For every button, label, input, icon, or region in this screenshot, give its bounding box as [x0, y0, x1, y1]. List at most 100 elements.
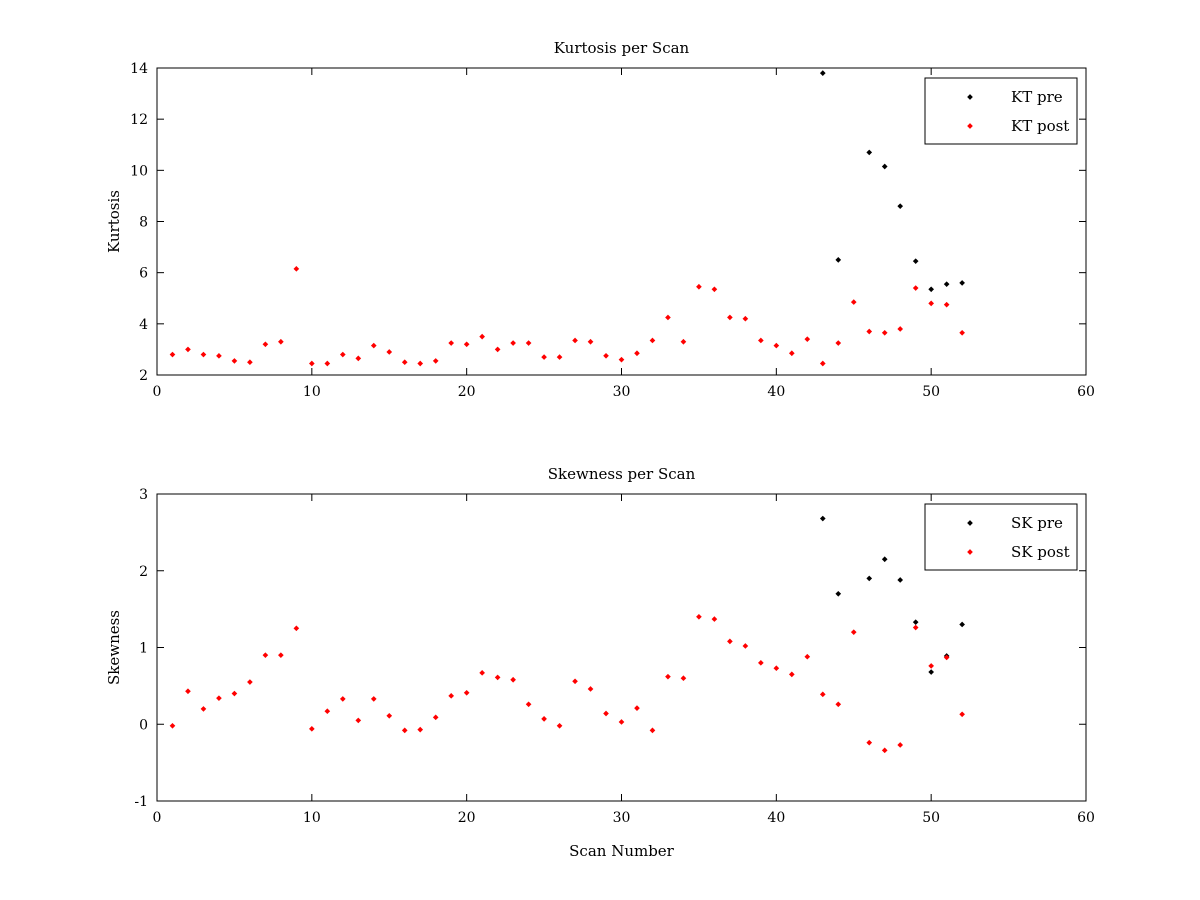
sk-post-point	[370, 696, 377, 702]
sk-pre-point	[928, 669, 934, 675]
sk-post-point	[897, 742, 904, 748]
kurtosis-x-tick-label: 20	[458, 384, 476, 400]
kurtosis-y-tick-label: 2	[139, 368, 148, 384]
kurtosis-legend-box	[924, 77, 1078, 145]
sk-post-point	[804, 653, 811, 660]
sk-post-point	[665, 673, 671, 680]
kt-post-point	[169, 351, 176, 358]
sk-post-point	[727, 638, 733, 645]
sk-post-legend-label: SK post	[1011, 543, 1070, 561]
skewness-y-tick-label: 1	[139, 641, 148, 657]
sk-post-point	[247, 679, 253, 685]
sk-pre-legend-marker	[967, 520, 973, 526]
skewness-y-tick-label: 2	[139, 564, 148, 580]
kt-post-point	[231, 358, 238, 364]
sk-post-point	[603, 710, 609, 717]
kurtosis-x-tick-label: 10	[303, 384, 321, 400]
sk-post-point	[959, 711, 965, 718]
sk-post-point	[634, 705, 640, 711]
kt-pre-point	[881, 163, 888, 170]
sk-post-point	[324, 708, 331, 715]
kt-post-point	[587, 338, 594, 345]
sk-pre-point	[881, 556, 888, 563]
sk-post-point	[510, 676, 516, 683]
kt-post-point	[758, 337, 764, 344]
sk-post-point	[309, 726, 315, 732]
sk-post-point	[696, 613, 702, 620]
kurtosis-y-tick-label: 12	[130, 112, 148, 128]
kt-post-point	[370, 342, 377, 349]
sk-post-point	[541, 716, 547, 722]
sk-post-point	[788, 671, 795, 678]
skewness-x-axis-label: Scan Number	[569, 842, 675, 860]
sk-post-point	[680, 675, 687, 682]
kt-post-point	[572, 337, 578, 344]
kt-post-point	[742, 315, 749, 322]
kt-post-point	[603, 352, 609, 359]
skewness-x-tick-label: 50	[922, 810, 940, 826]
sk-post-point	[587, 686, 594, 692]
sk-post-legend-marker	[967, 549, 973, 555]
sk-post-point	[432, 714, 439, 721]
kt-post-point	[773, 342, 780, 349]
kt-pre-point	[866, 149, 873, 156]
sk-post-point	[463, 689, 470, 696]
sk-post-point	[494, 674, 501, 681]
sk-post-point	[649, 727, 656, 734]
kt-post-point	[510, 340, 516, 346]
sk-post-point	[355, 717, 362, 724]
kt-post-point	[943, 301, 950, 308]
kt-post-point	[618, 356, 625, 363]
kurtosis-y-tick-label: 6	[139, 266, 148, 282]
kt-pre-point	[897, 203, 904, 209]
sk-post-point	[231, 690, 238, 697]
sk-post-point	[262, 652, 269, 659]
sk-post-point	[881, 747, 888, 754]
sk-post-point	[556, 722, 563, 729]
sk-pre-point	[819, 515, 826, 522]
kt-post-point	[432, 358, 439, 364]
skewness-y-tick-label: -1	[134, 794, 148, 810]
sk-post-point	[819, 691, 826, 698]
sk-post-point	[618, 719, 625, 725]
skewness-panel: 0 10 20 30 40 50 60 -1 0 1 2 3 Skewness per Scan Skew…	[105, 465, 1095, 860]
kt-post-point	[185, 346, 191, 353]
kt-post-point	[556, 354, 563, 360]
kt-post-point	[711, 286, 718, 293]
sk-post-point	[742, 643, 749, 649]
skewness-y-tick-label: 0	[139, 717, 148, 733]
sk-post-point	[773, 665, 780, 672]
kt-post-point	[696, 283, 702, 290]
sk-post-point	[386, 712, 393, 719]
kt-post-point	[200, 351, 207, 358]
sk-post-point	[912, 624, 919, 631]
kt-post-point	[216, 352, 222, 359]
kt-post-point	[727, 314, 733, 321]
sk-post-point	[401, 727, 408, 734]
kt-post-point	[788, 350, 795, 357]
kurtosis-chart-title: Kurtosis per Scan	[554, 39, 690, 57]
kt-post-point	[339, 351, 346, 358]
sk-post-point	[525, 701, 532, 708]
kt-pre-legend-label: KT pre	[1011, 88, 1063, 106]
kt-pre-point	[912, 258, 919, 264]
kurtosis-y-tick-label: 10	[130, 163, 148, 179]
kt-post-point	[293, 266, 300, 272]
skewness-y-tick-label: 3	[139, 487, 148, 503]
sk-pre-point	[897, 577, 904, 583]
kt-pre-point	[928, 286, 934, 293]
kt-post-point	[278, 338, 284, 345]
skewness-x-tick-label: 20	[458, 810, 476, 826]
kt-post-point	[247, 359, 253, 366]
kurtosis-y-axis-label: Kurtosis	[105, 190, 123, 253]
kt-post-point	[850, 299, 857, 305]
sk-post-point	[850, 629, 857, 635]
kt-post-point	[541, 354, 547, 360]
skewness-x-tick-label: 60	[1077, 810, 1095, 826]
sk-pre-point	[866, 575, 873, 582]
sk-post-point	[200, 706, 207, 712]
kt-post-point	[525, 340, 532, 346]
kt-post-point	[680, 338, 687, 345]
kurtosis-y-tick-label: 14	[130, 61, 148, 77]
